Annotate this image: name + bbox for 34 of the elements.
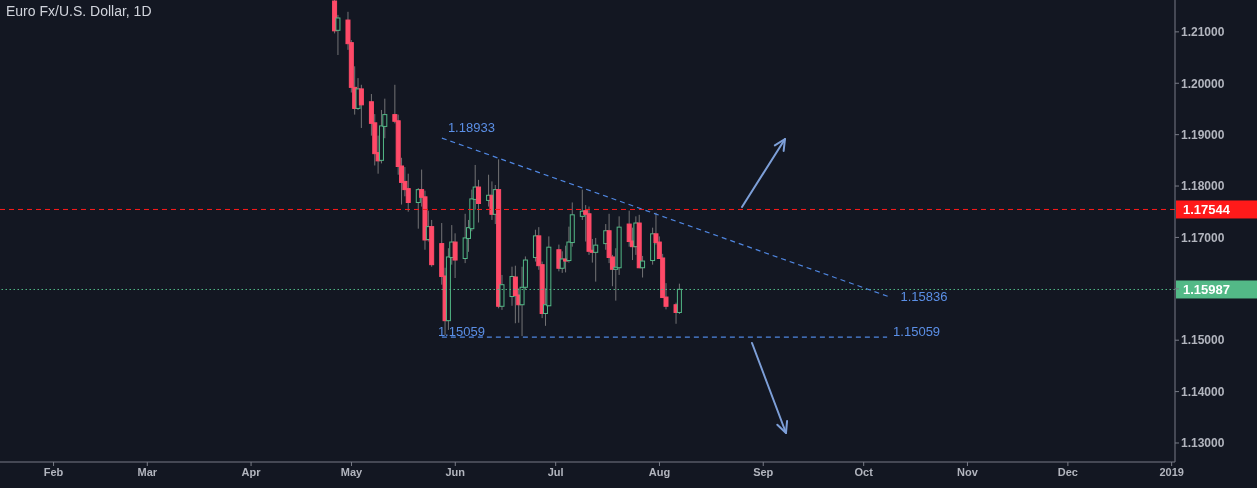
- x-tick-label: Feb: [43, 465, 64, 478]
- y-tick-label: 1.21000: [1181, 25, 1225, 40]
- y-tick-label: 1.14000: [1181, 384, 1225, 399]
- x-tick-label: Jun: [445, 465, 466, 478]
- annotation: 1.18933: [447, 120, 495, 136]
- y-tick-label: 1.13000: [1181, 436, 1225, 451]
- x-tick-label: Apr: [241, 465, 262, 478]
- x-tick-label: Oct: [854, 465, 874, 478]
- y-tick-label: 1.15000: [1181, 333, 1225, 348]
- annotation: 1.15059: [893, 324, 941, 340]
- candlestick: [593, 237, 599, 283]
- y-tick-label: 1.19000: [1181, 127, 1225, 142]
- x-tick-label: Aug: [648, 465, 671, 478]
- candlestick: [556, 244, 562, 272]
- x-tick-label: Nov: [957, 465, 979, 478]
- x-tick-label: May: [340, 465, 364, 478]
- y-tick-label: 1.20000: [1181, 76, 1225, 91]
- y-tick-label: 1.17000: [1181, 230, 1225, 245]
- x-tick-label: Jul: [547, 465, 564, 478]
- ref-line-label: 1.15987: [1183, 281, 1230, 297]
- y-tick-label: 1.18000: [1181, 179, 1225, 194]
- annotation: 1.15059: [437, 324, 485, 340]
- x-tick-label: Mar: [137, 465, 158, 478]
- x-tick-label: 2019: [1159, 465, 1184, 478]
- x-tick-label: Sep: [753, 465, 774, 478]
- candlestick: [358, 84, 364, 129]
- candlestick: [559, 250, 565, 274]
- chart-title: Euro Fx/U.S. Dollar, 1D: [6, 3, 152, 19]
- ref-line-label: 1.17544: [1183, 201, 1231, 217]
- candlestick: [512, 265, 518, 324]
- annotation: 1.15836: [900, 289, 948, 305]
- x-tick-label: Dec: [1057, 465, 1078, 478]
- candlestick: [640, 255, 646, 279]
- candlestick: [335, 14, 341, 56]
